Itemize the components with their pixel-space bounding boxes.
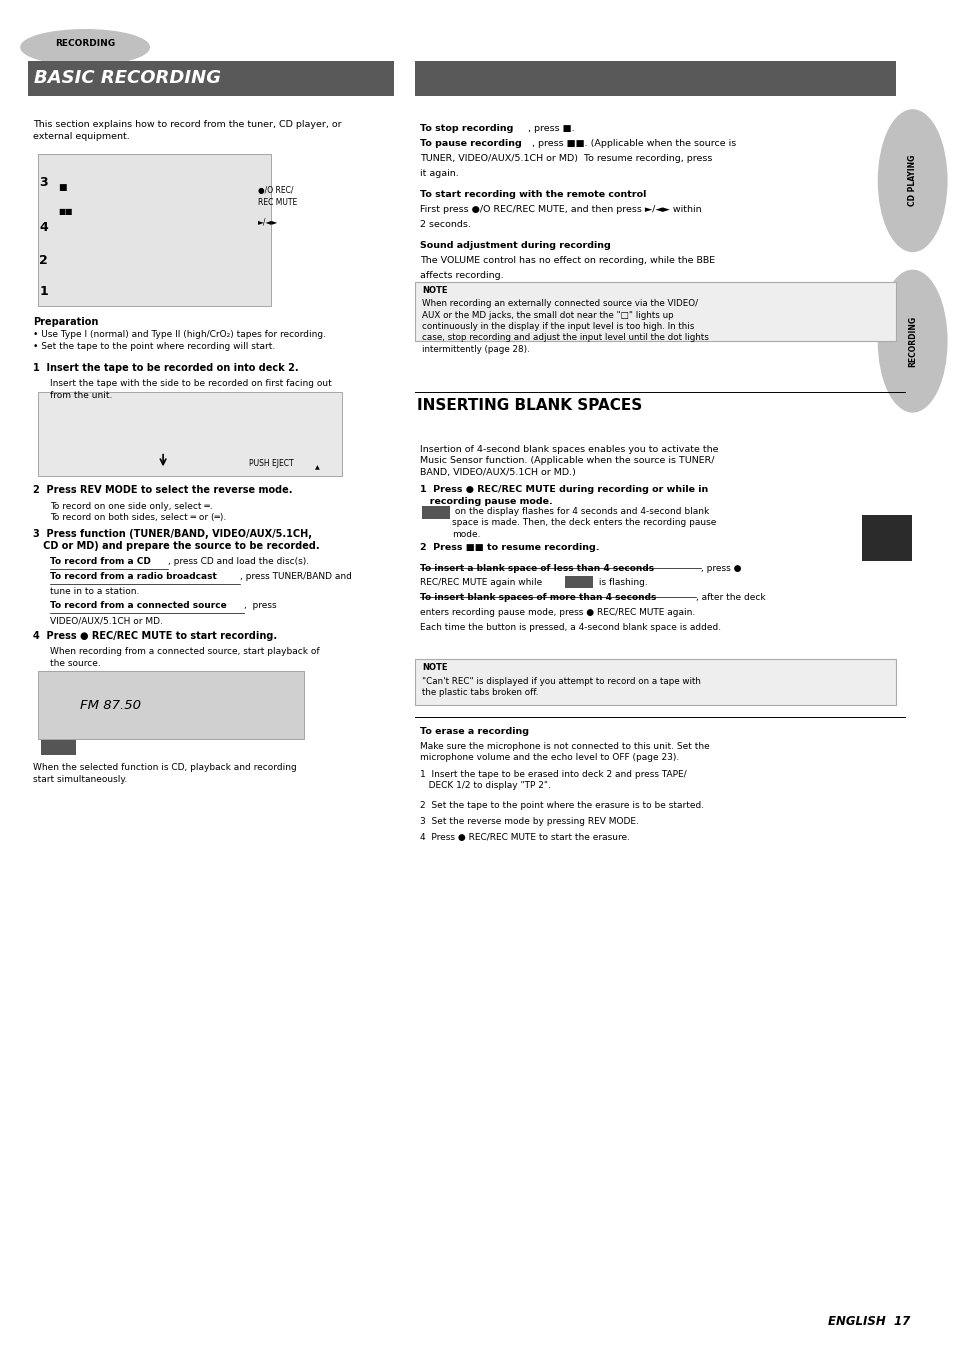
Text: Insert the tape with the side to be recorded on first facing out
from the unit.: Insert the tape with the side to be reco… xyxy=(50,378,332,400)
Text: • Use Type I (normal) and Type II (high/CrO₂) tapes for recording.
• Set the tap: • Use Type I (normal) and Type II (high/… xyxy=(32,331,325,351)
Text: ,  press: , press xyxy=(244,601,276,611)
FancyBboxPatch shape xyxy=(564,576,593,588)
Text: ▲: ▲ xyxy=(314,465,319,470)
Text: , press ■■. (Applicable when the source is: , press ■■. (Applicable when the source … xyxy=(532,139,736,147)
Text: , press ●: , press ● xyxy=(700,563,741,573)
Text: To record from a connected source: To record from a connected source xyxy=(50,601,227,611)
Text: When the selected function is CD, playback and recording
start simultaneously.: When the selected function is CD, playba… xyxy=(32,763,296,784)
Text: affects recording.: affects recording. xyxy=(419,272,503,280)
Text: CD PLAYING: CD PLAYING xyxy=(907,155,916,207)
Text: RECORDING: RECORDING xyxy=(907,316,916,366)
Text: 4  Press ● REC/REC MUTE to start the erasure.: 4 Press ● REC/REC MUTE to start the eras… xyxy=(419,834,629,842)
Text: Sound adjustment during recording: Sound adjustment during recording xyxy=(419,242,610,250)
FancyBboxPatch shape xyxy=(37,671,304,739)
Ellipse shape xyxy=(878,270,946,412)
Text: TUNER, VIDEO/AUX/5.1CH or MD)  To resume recording, press: TUNER, VIDEO/AUX/5.1CH or MD) To resume … xyxy=(419,154,712,162)
Text: To pause recording: To pause recording xyxy=(419,139,521,147)
Text: En: En xyxy=(878,531,895,544)
Text: REC/REC MUTE again while: REC/REC MUTE again while xyxy=(419,578,544,588)
Text: 2  Press ■■ to resume recording.: 2 Press ■■ to resume recording. xyxy=(419,543,598,553)
Text: , press ■.: , press ■. xyxy=(528,124,575,134)
Text: When recording an externally connected source via the VIDEO/
AUX or the MD jacks: When recording an externally connected s… xyxy=(421,300,708,354)
Text: VIDEO/AUX/5.1CH or MD.: VIDEO/AUX/5.1CH or MD. xyxy=(50,616,163,626)
Text: FM 87.50: FM 87.50 xyxy=(80,698,141,712)
Text: To stop recording: To stop recording xyxy=(419,124,513,134)
Text: 2  Press REV MODE to select the reverse mode.: 2 Press REV MODE to select the reverse m… xyxy=(32,485,292,496)
Text: Preparation: Preparation xyxy=(32,317,98,327)
Text: 3  Set the reverse mode by pressing REV MODE.: 3 Set the reverse mode by pressing REV M… xyxy=(419,817,639,825)
Text: NOTE: NOTE xyxy=(421,663,447,673)
Text: 1  Insert the tape to be erased into deck 2 and press TAPE/
   DECK 1/2 to displ: 1 Insert the tape to be erased into deck… xyxy=(419,770,686,790)
Text: REC: REC xyxy=(429,509,442,515)
Text: To insert blank spaces of more than 4 seconds: To insert blank spaces of more than 4 se… xyxy=(419,593,656,603)
Text: , press CD and load the disc(s).: , press CD and load the disc(s). xyxy=(168,557,309,566)
Text: BASIC RECORDING: BASIC RECORDING xyxy=(33,69,220,86)
FancyBboxPatch shape xyxy=(415,659,895,705)
Text: 2 seconds.: 2 seconds. xyxy=(419,220,471,228)
Text: ■■: ■■ xyxy=(58,207,72,216)
Text: The VOLUME control has no effect on recording, while the BBE: The VOLUME control has no effect on reco… xyxy=(419,257,715,265)
FancyBboxPatch shape xyxy=(41,740,75,755)
Text: ■: ■ xyxy=(58,182,67,192)
Text: 2: 2 xyxy=(39,254,49,266)
FancyBboxPatch shape xyxy=(37,154,271,307)
Text: , after the deck: , after the deck xyxy=(695,593,764,603)
Text: 4: 4 xyxy=(39,222,49,234)
Text: To record from a radio broadcast: To record from a radio broadcast xyxy=(50,571,216,581)
Text: ●/O REC/: ●/O REC/ xyxy=(258,185,294,195)
Text: NOTE: NOTE xyxy=(421,286,447,295)
Text: is flashing.: is flashing. xyxy=(596,578,647,588)
FancyBboxPatch shape xyxy=(28,61,394,96)
Text: 4  Press ● REC/REC MUTE to start recording.: 4 Press ● REC/REC MUTE to start recordin… xyxy=(32,631,276,640)
Text: , press TUNER/BAND and: , press TUNER/BAND and xyxy=(240,571,352,581)
Text: Insertion of 4-second blank spaces enables you to activate the
Music Sensor func: Insertion of 4-second blank spaces enabl… xyxy=(419,444,718,477)
Text: First press ●/O REC/REC MUTE, and then press ►/◄► within: First press ●/O REC/REC MUTE, and then p… xyxy=(419,205,700,213)
Text: "Can't REC" is displayed if you attempt to record on a tape with
the plastic tab: "Can't REC" is displayed if you attempt … xyxy=(421,677,700,697)
Text: REC MUTE: REC MUTE xyxy=(258,197,297,207)
Ellipse shape xyxy=(21,30,150,65)
Text: it again.: it again. xyxy=(419,169,458,177)
Text: To insert a blank space of less than 4 seconds: To insert a blank space of less than 4 s… xyxy=(419,563,654,573)
Text: 3: 3 xyxy=(39,176,48,189)
Text: INSERTING BLANK SPACES: INSERTING BLANK SPACES xyxy=(416,397,641,413)
Text: To record on one side only, select ═.
To record on both sides, select ═ or (═).: To record on one side only, select ═. To… xyxy=(50,501,226,523)
FancyBboxPatch shape xyxy=(421,505,450,519)
Text: Make sure the microphone is not connected to this unit. Set the
microphone volum: Make sure the microphone is not connecte… xyxy=(419,742,709,762)
FancyBboxPatch shape xyxy=(862,515,911,561)
FancyBboxPatch shape xyxy=(415,282,895,342)
Text: This section explains how to record from the tuner, CD player, or
external equip: This section explains how to record from… xyxy=(32,120,341,141)
Text: 1  Press ● REC/REC MUTE during recording or while in
   recording pause mode.: 1 Press ● REC/REC MUTE during recording … xyxy=(419,485,707,505)
Text: REC: REC xyxy=(572,580,585,584)
Text: ENGLISH  17: ENGLISH 17 xyxy=(826,1315,909,1328)
Text: To record from a CD: To record from a CD xyxy=(50,557,151,566)
Text: REC: REC xyxy=(51,744,66,751)
Text: on the display flashes for 4 seconds and 4-second blank
space is made. Then, the: on the display flashes for 4 seconds and… xyxy=(452,507,716,539)
Text: tune in to a station.: tune in to a station. xyxy=(50,586,139,596)
Text: enters recording pause mode, press ● REC/REC MUTE again.: enters recording pause mode, press ● REC… xyxy=(419,608,695,617)
FancyBboxPatch shape xyxy=(415,61,895,96)
Text: 1  Insert the tape to be recorded on into deck 2.: 1 Insert the tape to be recorded on into… xyxy=(32,362,298,373)
Text: When recording from a connected source, start playback of
the source.: When recording from a connected source, … xyxy=(50,647,319,667)
FancyBboxPatch shape xyxy=(37,392,341,476)
Text: Each time the button is pressed, a 4-second blank space is added.: Each time the button is pressed, a 4-sec… xyxy=(419,623,720,632)
Text: To start recording with the remote control: To start recording with the remote contr… xyxy=(419,190,645,199)
Text: PUSH EJECT: PUSH EJECT xyxy=(249,459,293,469)
Text: 2  Set the tape to the point where the erasure is to be started.: 2 Set the tape to the point where the er… xyxy=(419,801,703,809)
Text: 3  Press function (TUNER/BAND, VIDEO/AUX/5.1CH,
   CD or MD) and prepare the sou: 3 Press function (TUNER/BAND, VIDEO/AUX/… xyxy=(32,528,319,551)
Text: ►/◄►: ►/◄► xyxy=(258,218,278,227)
Text: To erase a recording: To erase a recording xyxy=(419,727,528,736)
Text: 1: 1 xyxy=(39,285,49,297)
Ellipse shape xyxy=(878,109,946,251)
Text: RECORDING: RECORDING xyxy=(55,39,115,49)
